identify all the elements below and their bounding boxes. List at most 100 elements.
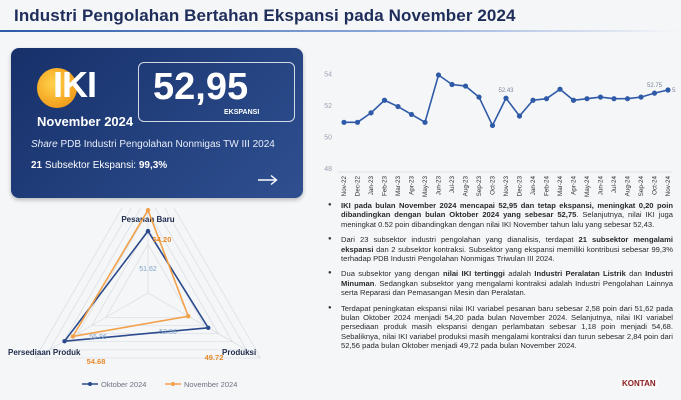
bullet-text: dan bbox=[625, 269, 646, 279]
data-point bbox=[381, 97, 388, 103]
data-point bbox=[395, 103, 401, 110]
bullet-bold: 21 subsektor mengalami ekspansi bbox=[341, 235, 673, 254]
bullet-text: Dari 23 subsektor industri pengolahan ya… bbox=[341, 235, 579, 245]
radar-point bbox=[62, 338, 67, 344]
bullet-text: Terdapat peningkatan ekspansi nilai IKI … bbox=[341, 303, 673, 351]
data-point bbox=[422, 119, 428, 125]
x-tick-label: Mar-23 bbox=[395, 176, 402, 196]
data-point bbox=[624, 96, 631, 102]
radar-point bbox=[70, 334, 76, 339]
data-point bbox=[435, 72, 442, 78]
iki-logo-circle-icon bbox=[37, 68, 77, 108]
y-tick-label: 50 bbox=[324, 134, 332, 141]
x-tick-label: Jun-24 bbox=[598, 176, 605, 196]
bullet-bold: nilai IKI tertinggi bbox=[442, 269, 505, 279]
title-underline bbox=[0, 30, 681, 32]
radar-series-polygon bbox=[62, 229, 210, 343]
bullet-item: Dua subsektor yang dengan nilai IKI tert… bbox=[325, 269, 673, 297]
share-text: Share PDB Industri Pengolahan Nonmigas T… bbox=[31, 139, 275, 150]
radar-grid-ring bbox=[63, 208, 233, 343]
x-tick-label: Sep-23 bbox=[476, 176, 483, 197]
data-point bbox=[570, 97, 577, 103]
x-tick-label: Oct-23 bbox=[490, 176, 497, 195]
data-point bbox=[449, 81, 455, 88]
radar-point bbox=[145, 228, 151, 234]
bullet-item: Dari 23 subsektor industri pengolahan ya… bbox=[325, 235, 673, 263]
y-tick-label: 52 bbox=[324, 103, 332, 110]
radar-value-label-november: 49.72 bbox=[205, 353, 224, 362]
x-tick-label: Nov-24 bbox=[665, 176, 672, 197]
iki-line-chart: 48 50 52 54 Nov-22 Dec-22 Jan-23 Feb-23 Mar-23 Ap… bbox=[324, 71, 676, 197]
x-tick-label: Dec-22 bbox=[355, 176, 362, 197]
data-point bbox=[557, 86, 563, 92]
subsektor-text: 21 Subsektor Ekspansi: 99,3% bbox=[31, 160, 167, 171]
data-point bbox=[530, 97, 536, 103]
arrow-right-icon[interactable] bbox=[257, 174, 279, 186]
bullet-text: . Sedangkan subsektor yang mengalami kon… bbox=[341, 278, 673, 298]
iki-summary-card: IKI November 2024 52,95 EKSPANSI Share P… bbox=[11, 48, 303, 198]
radar-point bbox=[206, 325, 211, 330]
data-point bbox=[651, 90, 658, 96]
data-point bbox=[638, 94, 644, 100]
radar-value-label-oktober: 52.56 bbox=[159, 329, 177, 336]
data-point bbox=[516, 113, 523, 119]
data-label: 52.43 bbox=[498, 88, 514, 94]
iki-status: EKSPANSI bbox=[224, 109, 260, 116]
legend-label: Oktober 2024 bbox=[101, 380, 146, 389]
bullet-list: IKI pada bulan November 2024 mencapai 52… bbox=[325, 201, 673, 357]
data-point bbox=[584, 96, 590, 102]
x-tick-label: Jul-23 bbox=[449, 176, 456, 194]
radar-grid-ring bbox=[105, 243, 191, 318]
data-point bbox=[543, 96, 550, 102]
bullet-item: Terdapat peningkatan ekspansi nilai IKI … bbox=[325, 304, 673, 351]
x-tick-label: Jul-24 bbox=[611, 176, 618, 194]
x-tick-label: Oct-24 bbox=[652, 176, 659, 195]
radar-point bbox=[186, 314, 191, 319]
radar-spoke bbox=[147, 292, 261, 359]
x-tick-label: Apr-24 bbox=[571, 176, 578, 195]
iki-logo: IKI bbox=[53, 64, 97, 105]
radar-value-label-oktober: 51.62 bbox=[139, 266, 157, 273]
iki-variable-radar-chart: Pesanan Baru Produksi Persediaan Produk 51.… bbox=[8, 208, 262, 389]
data-point bbox=[611, 96, 617, 102]
card-month: November 2024 bbox=[37, 114, 134, 129]
legend-marker bbox=[171, 382, 175, 386]
radar-axis-label: Produksi bbox=[222, 348, 256, 357]
data-point bbox=[368, 110, 374, 116]
data-point bbox=[489, 122, 496, 129]
x-tick-label: May-24 bbox=[584, 176, 591, 197]
radar-grid-ring bbox=[48, 208, 248, 351]
data-label: 52.9 bbox=[672, 88, 676, 94]
radar-value-label-november: 54.68 bbox=[87, 357, 106, 366]
x-tick-label: Sep-24 bbox=[638, 176, 645, 197]
value-box bbox=[138, 62, 295, 122]
x-tick-label: Aug-23 bbox=[463, 176, 470, 197]
radar-grid-ring bbox=[34, 208, 262, 359]
data-point bbox=[341, 119, 347, 125]
data-point bbox=[476, 94, 482, 100]
bullet-item: IKI pada bulan November 2024 mencapai 52… bbox=[325, 201, 673, 229]
data-point bbox=[354, 119, 361, 125]
bullet-bold: IKI pada bulan November 2024 mencapai 52… bbox=[341, 201, 673, 220]
subsektor-prefix: 21 bbox=[31, 160, 45, 171]
x-tick-label: Mar-24 bbox=[557, 176, 564, 196]
legend-label: November 2024 bbox=[184, 380, 237, 389]
bullet-text: Dua subsektor yang dengan bbox=[341, 269, 443, 279]
x-tick-label: Aug-24 bbox=[625, 176, 632, 197]
share-rest: PDB Industri Pengolahan Nonmigas TW III … bbox=[57, 139, 275, 150]
x-tick-label: Dec-23 bbox=[517, 176, 524, 197]
bullet-bold: Industri Minuman bbox=[341, 269, 673, 288]
data-point bbox=[503, 95, 509, 101]
bullet-text: . Selanjutnya, nilai IKI juga meningkat … bbox=[341, 210, 673, 229]
radar-value-label-oktober: 55.86 bbox=[89, 334, 107, 341]
legend-marker bbox=[88, 382, 92, 386]
x-tick-label: May-23 bbox=[422, 176, 429, 197]
x-tick-label: Feb-24 bbox=[544, 176, 551, 196]
subsektor-value: 99,3% bbox=[138, 160, 168, 171]
bullet-text: dan 2 subsektor kontraksi. Subsektor yan… bbox=[341, 244, 673, 264]
source-watermark: KONTAN bbox=[620, 378, 658, 389]
y-tick-label: 54 bbox=[324, 71, 332, 78]
iki-value: 52,95 bbox=[153, 66, 249, 108]
radar-spoke bbox=[35, 292, 149, 359]
data-point bbox=[665, 87, 671, 93]
